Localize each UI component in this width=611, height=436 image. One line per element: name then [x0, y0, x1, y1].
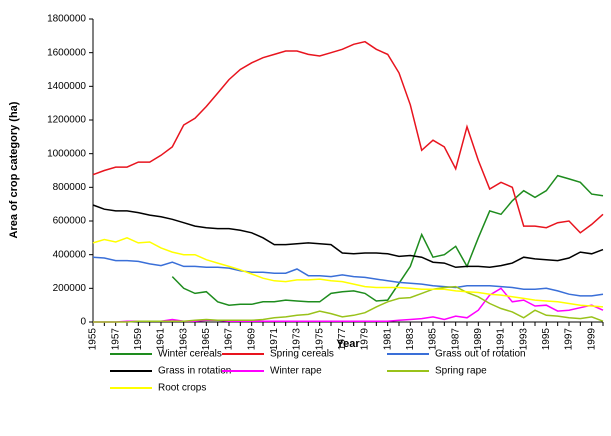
- series-line: [171, 174, 604, 306]
- legend-label: Spring rape: [435, 366, 487, 377]
- series-line: [93, 287, 604, 323]
- x-tick-label: 1973: [292, 328, 303, 351]
- legend-label: Root crops: [158, 383, 206, 394]
- legend-label: Grass in rotation: [158, 366, 231, 377]
- x-tick-label: 1993: [518, 328, 529, 351]
- legend-label: Grass out of rotation: [435, 349, 526, 360]
- legend-label: Winter cereals: [158, 349, 222, 360]
- series-line: [93, 285, 604, 323]
- x-tick-label: 1967: [224, 328, 235, 351]
- series-line: [92, 256, 604, 297]
- x-tick-label: 1963: [178, 328, 189, 351]
- x-tick-label: 1989: [473, 328, 484, 351]
- x-tick-label: 1959: [133, 328, 144, 351]
- x-tick-label: 1979: [360, 328, 371, 351]
- x-tick-label: 1985: [428, 328, 439, 351]
- y-tick-label: 200000: [53, 283, 87, 294]
- y-tick-label: 800000: [53, 182, 87, 193]
- y-tick-label: 0: [80, 317, 86, 328]
- y-axis-title: Area of crop category (ha): [8, 101, 20, 238]
- y-tick-label: 1000000: [47, 148, 86, 159]
- x-tick-label: 1987: [450, 328, 461, 351]
- x-tick-label: 1983: [405, 328, 416, 351]
- y-tick-label: 1600000: [47, 47, 86, 58]
- y-tick-label: 400000: [53, 249, 87, 260]
- y-tick-label: 1800000: [47, 14, 86, 25]
- y-tick-label: 600000: [53, 216, 87, 227]
- x-tick-label: 1999: [586, 328, 597, 351]
- x-tick-label: 1991: [496, 328, 507, 351]
- x-tick-label: 1965: [201, 328, 212, 351]
- x-tick-label: 1955: [88, 328, 99, 351]
- x-tick-label: 1997: [564, 328, 575, 351]
- x-axis-title: Year: [336, 338, 360, 350]
- x-tick-label: 1957: [110, 328, 121, 351]
- x-tick-label: 1971: [269, 328, 280, 351]
- y-tick-label: 1200000: [47, 115, 86, 126]
- series-line: [92, 40, 604, 234]
- x-tick-label: 1969: [246, 328, 257, 351]
- x-tick-label: 1981: [382, 328, 393, 351]
- x-tick-label: 1995: [541, 328, 552, 351]
- series-line: [92, 204, 604, 269]
- y-tick-label: 1400000: [47, 81, 86, 92]
- legend-label: Spring cereals: [270, 349, 334, 360]
- x-tick-label: 1977: [337, 328, 348, 351]
- series-line: [92, 236, 604, 308]
- x-tick-label: 1961: [156, 328, 167, 351]
- x-tick-label: 1975: [314, 328, 325, 351]
- legend-label: Winter rape: [270, 366, 322, 377]
